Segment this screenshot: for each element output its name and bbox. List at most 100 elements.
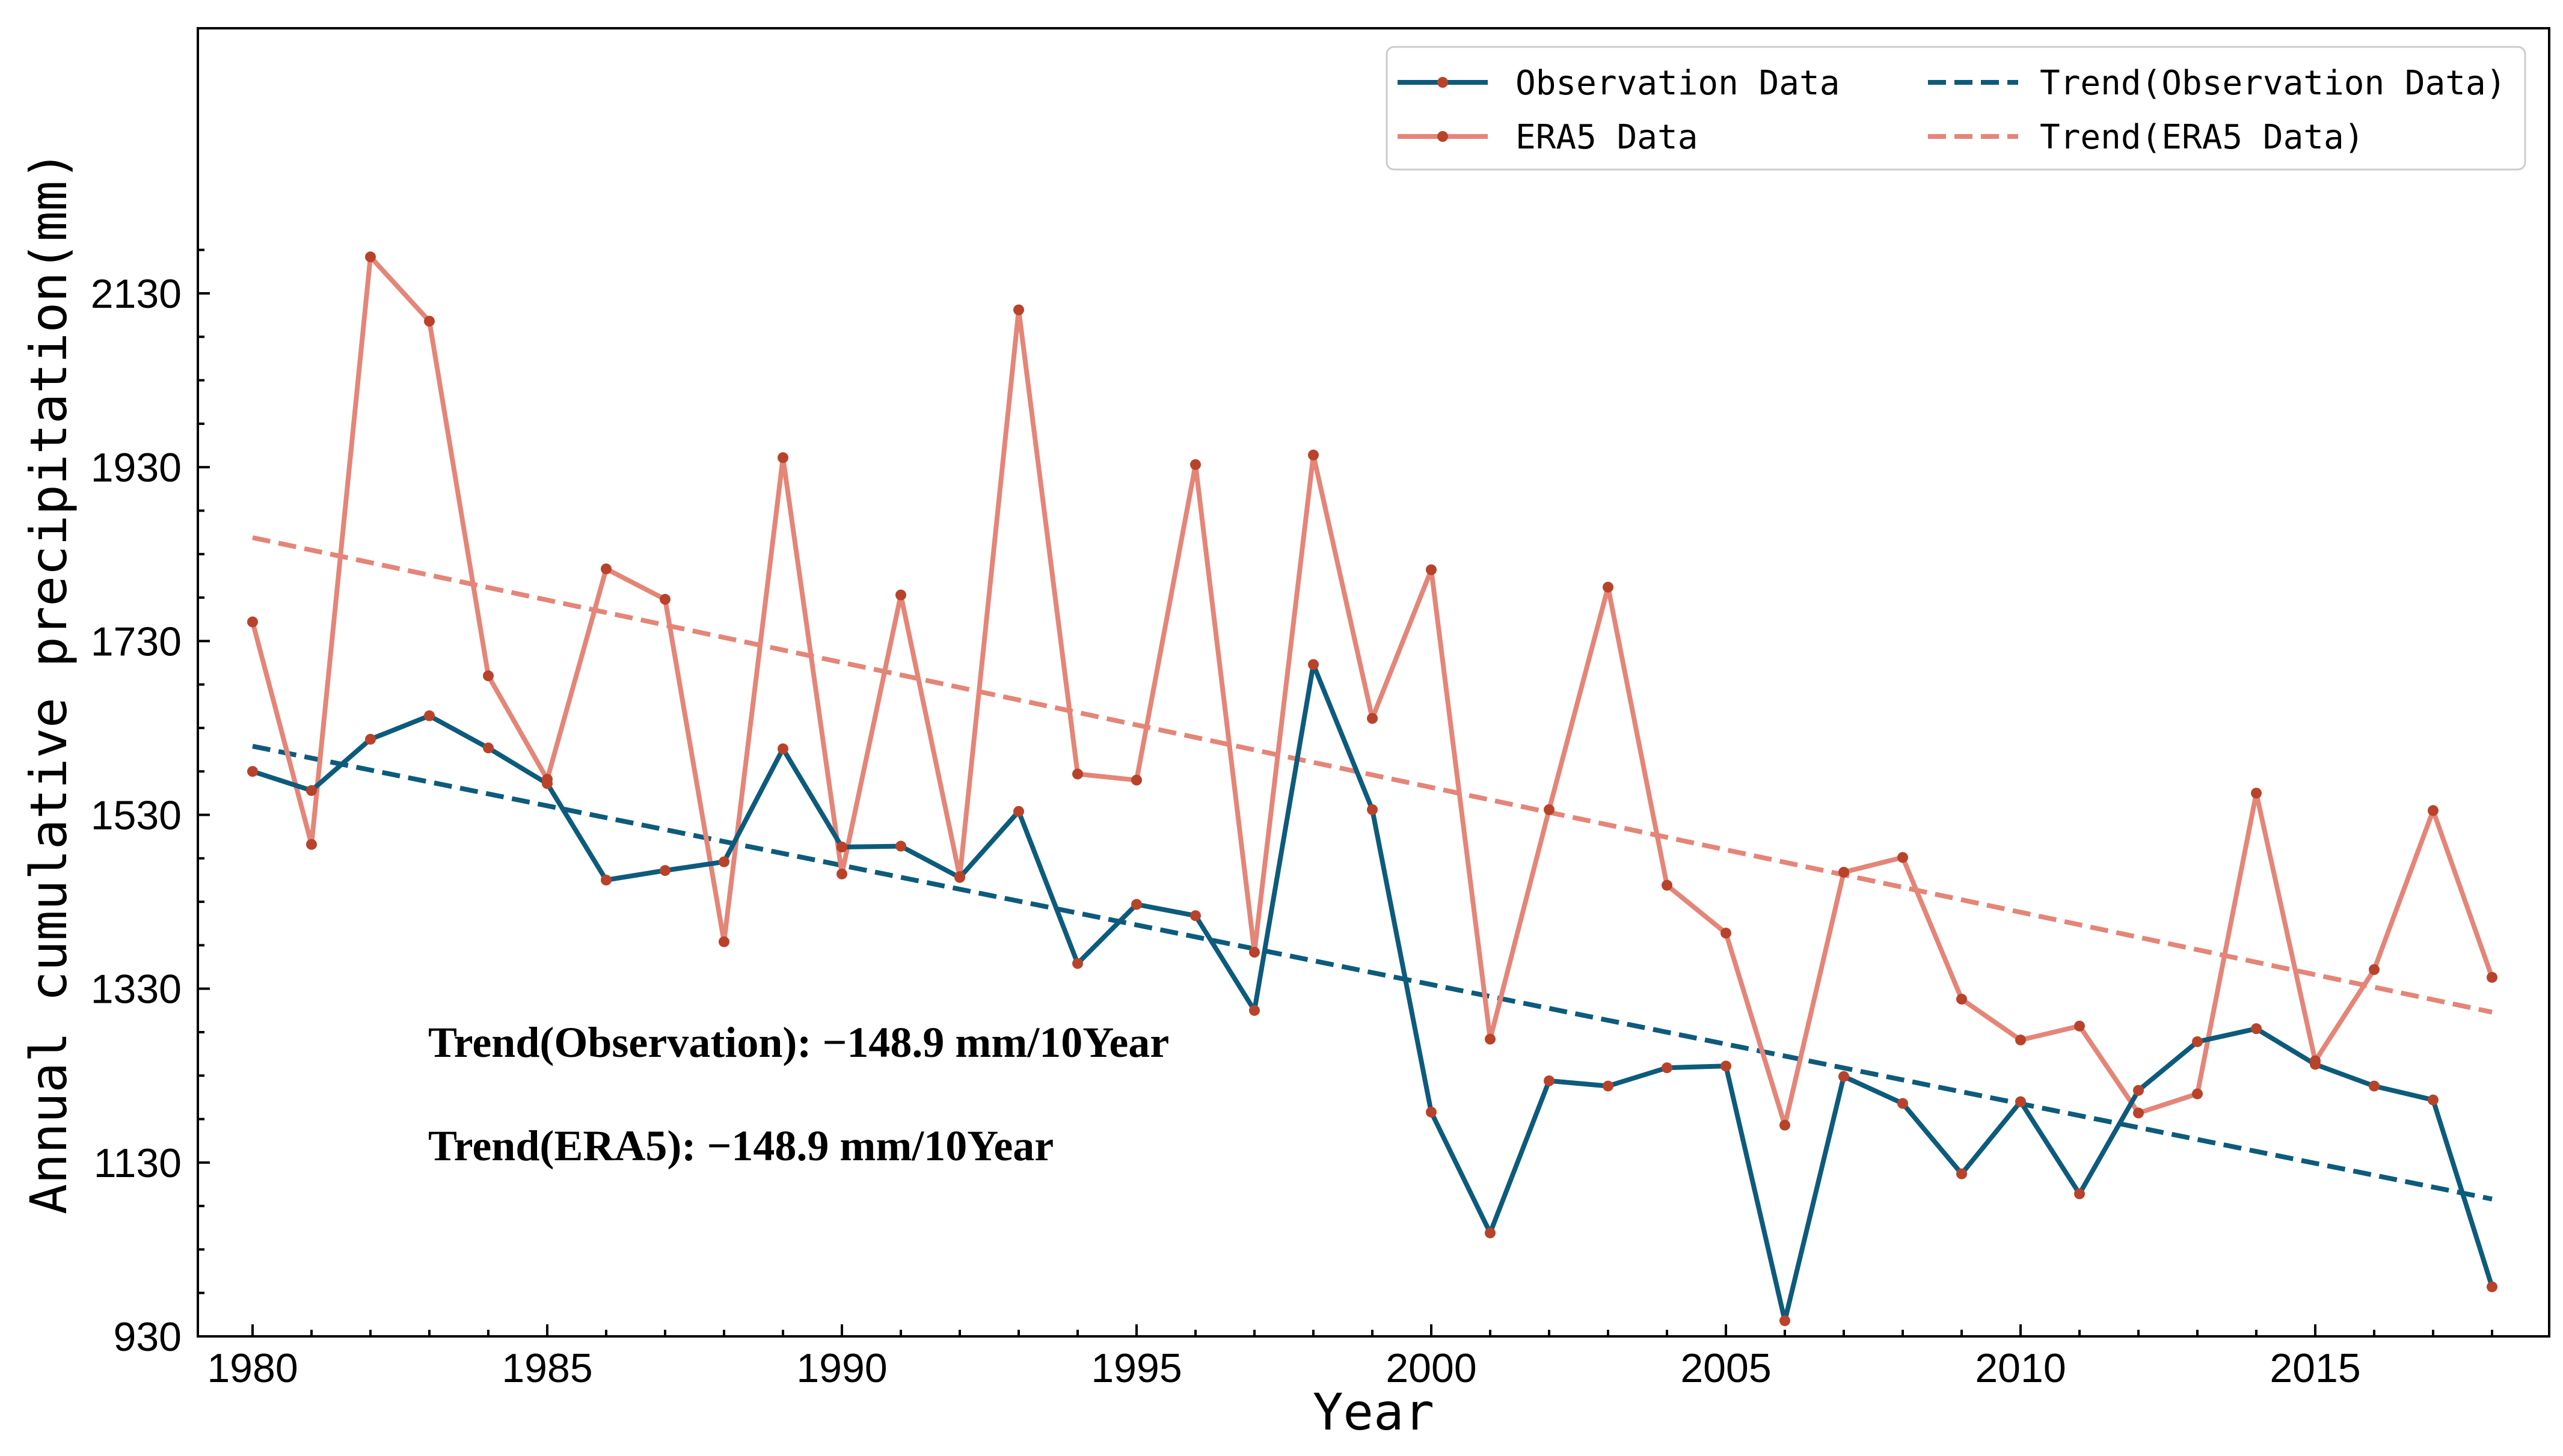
observation-point — [719, 856, 729, 867]
observation-point — [424, 710, 435, 721]
era5-point — [2487, 971, 2497, 983]
legend-observation-marker — [1437, 77, 1448, 88]
era5-point — [1013, 304, 1024, 316]
observation-point — [778, 743, 788, 754]
observation-point — [1485, 1227, 1496, 1238]
era5-point — [836, 868, 847, 879]
annotation-trend-era5: Trend(ERA5): −148.9 mm/10Year — [428, 1122, 1054, 1170]
era5-point — [1897, 852, 1908, 863]
observation-point — [2487, 1281, 2497, 1292]
legend-trend-era5-label: Trend(ERA5 Data) — [2040, 118, 2364, 157]
observation-point — [2015, 1096, 2026, 1107]
legend-trend-observation-label: Trend(Observation Data) — [2040, 64, 2506, 103]
x-tick-label: 1995 — [1091, 1345, 1182, 1391]
annotation-trend-observation: Trend(Observation): −148.9 mm/10Year — [428, 1018, 1169, 1066]
era5-point — [2428, 805, 2439, 816]
era5-point — [1779, 1119, 1790, 1131]
observation-point — [247, 766, 258, 777]
era5-point — [2015, 1034, 2026, 1045]
era5-point — [1072, 768, 1083, 780]
observation-point — [1426, 1106, 1437, 1118]
era5-point — [1956, 994, 1967, 1005]
era5-point — [2074, 1020, 2085, 1032]
era5-point — [2251, 788, 2262, 799]
era5-point — [1720, 928, 1731, 939]
y-tick-label: 1930 — [91, 445, 182, 491]
era5-point — [2369, 964, 2380, 975]
observation-point — [1720, 1060, 1731, 1072]
era5-point — [895, 589, 906, 601]
era5-point — [660, 593, 671, 605]
observation-point — [836, 841, 847, 852]
trend-lines — [252, 535, 2493, 1202]
era5-point — [2133, 1107, 2144, 1119]
era5-point — [424, 316, 435, 327]
legend: Observation Data ERA5 Data Trend(Observa… — [1386, 46, 2526, 171]
observation-point — [1072, 958, 1083, 969]
era5-point — [2192, 1088, 2203, 1100]
y-axis-label: Annual cumulative precipitation(mm) — [19, 150, 78, 1214]
x-tick-label: 1985 — [502, 1345, 592, 1391]
era5-point — [1603, 581, 1613, 593]
data-markers — [247, 251, 2497, 1326]
x-tick-label: 1980 — [207, 1345, 298, 1391]
x-tick-label: 2000 — [1386, 1345, 1476, 1391]
trend-era5-line — [252, 535, 2493, 1015]
observation-point — [660, 865, 671, 876]
x-tick-label: 2010 — [1975, 1345, 2066, 1391]
observation-point — [1367, 804, 1378, 815]
era5-point — [1426, 564, 1437, 575]
observation-point — [1956, 1168, 1967, 1179]
era5-point — [1544, 804, 1555, 815]
era5-point — [1485, 1033, 1496, 1045]
observation-point — [365, 733, 376, 745]
observation-point — [1308, 659, 1319, 670]
x-tick-label: 1990 — [796, 1345, 887, 1391]
legend-era5-marker — [1437, 131, 1448, 142]
observation-point — [2192, 1036, 2203, 1047]
observation-point — [895, 840, 906, 852]
era5-point — [1308, 449, 1319, 460]
observation-point — [2133, 1084, 2144, 1096]
era5-point — [306, 839, 317, 850]
observation-point — [1013, 806, 1024, 817]
y-tick-label: 1730 — [91, 619, 182, 664]
observation-point — [1897, 1098, 1908, 1109]
y-tick-label: 2130 — [91, 271, 182, 317]
observation-point — [2251, 1023, 2262, 1035]
y-tick-label: 1130 — [94, 1140, 182, 1186]
trend-observation-line — [252, 744, 2493, 1202]
observation-point — [1662, 1062, 1672, 1074]
y-tick-label: 1330 — [91, 967, 182, 1012]
y-tick-label: 1530 — [91, 793, 182, 839]
x-tick-label: 2005 — [1680, 1345, 1771, 1391]
observation-point — [1131, 899, 1142, 910]
legend-observation-label: Observation Data — [1515, 64, 1840, 103]
y-tick-label: 930 — [114, 1314, 182, 1360]
era5-point — [1662, 879, 1672, 891]
x-tick-label: 2015 — [2270, 1345, 2360, 1391]
observation-point — [1838, 1071, 1849, 1082]
observation-point — [483, 742, 494, 754]
observation-point — [2369, 1080, 2380, 1092]
era5-point — [1838, 866, 1849, 878]
era5-point — [483, 670, 494, 682]
observation-point — [2310, 1059, 2321, 1070]
era5-point — [1367, 713, 1378, 724]
x-axis-label: Year — [1313, 1383, 1434, 1442]
era5-point — [1131, 774, 1142, 786]
observation-point — [1249, 1005, 1260, 1016]
era5-point — [601, 563, 612, 575]
era5-point — [719, 936, 729, 947]
observation-point — [2428, 1094, 2439, 1106]
observation-point — [1190, 910, 1201, 922]
legend-frame — [1386, 46, 2526, 171]
observation-point — [601, 874, 612, 886]
era5-point — [778, 452, 788, 463]
observation-point — [1544, 1075, 1555, 1086]
observation-point — [1603, 1080, 1613, 1092]
era5-point — [1249, 946, 1260, 958]
observation-point — [954, 872, 965, 883]
observation-point — [306, 785, 317, 797]
